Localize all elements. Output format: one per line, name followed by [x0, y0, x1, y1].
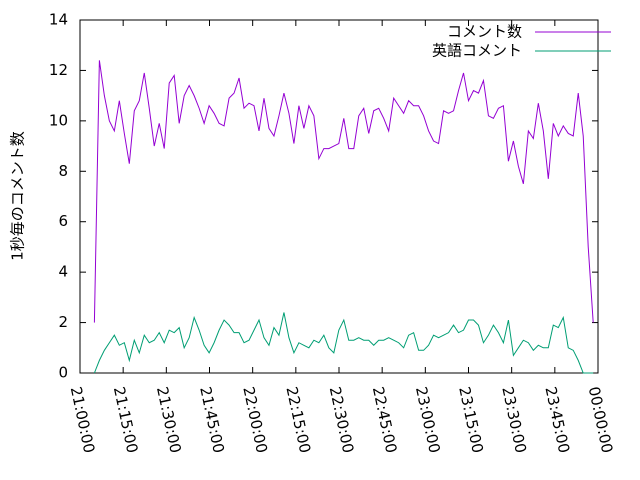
- plot-frame: [79, 19, 599, 374]
- x-tick-label: 23:15:00: [455, 385, 487, 455]
- x-tick-label: 23:30:00: [498, 385, 530, 455]
- y-tick-label: 10: [49, 111, 68, 129]
- y-tick-label: 12: [49, 61, 68, 79]
- x-tick-label: 21:00:00: [67, 385, 99, 455]
- x-tick-label: 21:15:00: [110, 385, 142, 455]
- x-tick-label: 21:45:00: [196, 385, 228, 455]
- x-tick-label: 22:00:00: [239, 385, 271, 455]
- x-tick-label: 23:00:00: [412, 385, 444, 455]
- y-axis-label: 1秒毎のコメント数: [9, 131, 27, 261]
- y-tick-label: 8: [58, 162, 68, 180]
- x-tick-label: 21:30:00: [153, 385, 185, 455]
- series-line: [93, 312, 594, 374]
- x-tick-label: 00:00:00: [585, 385, 617, 455]
- y-tick-label: 14: [49, 11, 68, 29]
- x-tick-label: 22:45:00: [369, 385, 401, 455]
- legend-label: 英語コメント: [432, 42, 522, 60]
- x-tick-label: 22:30:00: [326, 385, 358, 455]
- y-tick-label: 0: [58, 364, 68, 382]
- x-tick-label: 23:45:00: [542, 385, 574, 455]
- y-tick-label: 4: [58, 263, 68, 281]
- series-line: [93, 60, 594, 323]
- legend-label: コメント数: [447, 23, 522, 41]
- y-tick-label: 6: [58, 212, 68, 230]
- y-tick-label: 2: [58, 313, 68, 331]
- x-tick-label: 22:15:00: [283, 385, 315, 455]
